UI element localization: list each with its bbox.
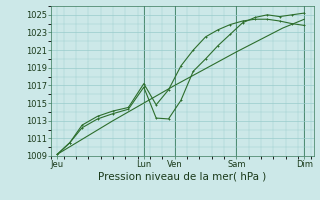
X-axis label: Pression niveau de la mer( hPa ): Pression niveau de la mer( hPa ) [98,172,267,182]
